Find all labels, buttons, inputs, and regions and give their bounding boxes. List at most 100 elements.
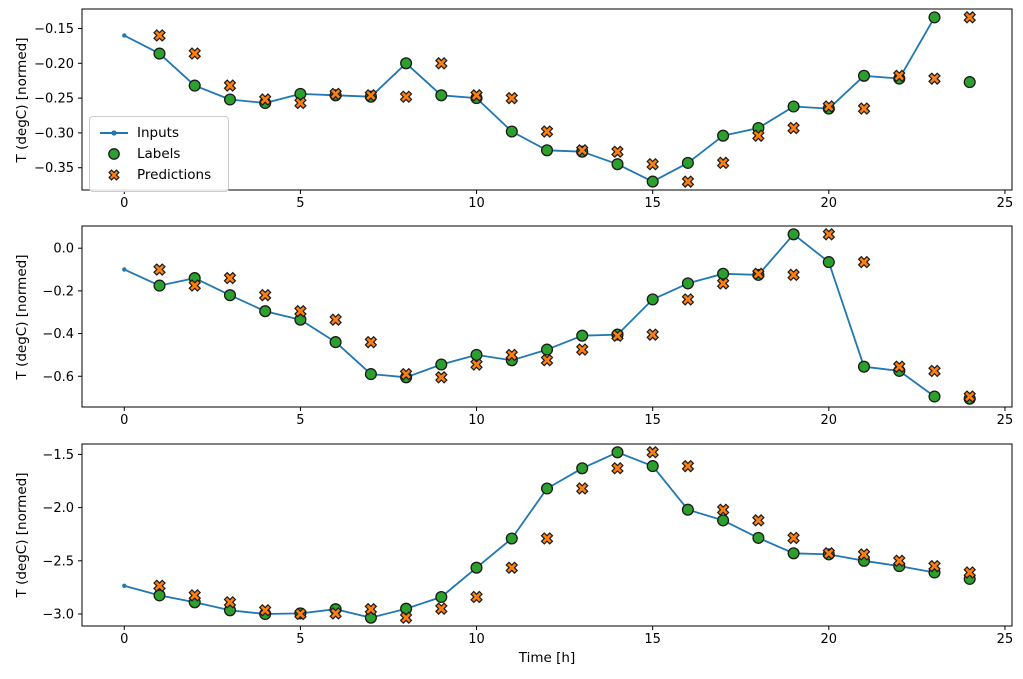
prediction-marker (575, 343, 589, 356)
prediction-marker (258, 93, 272, 106)
prediction-marker (540, 125, 554, 138)
x-tick-label: 0 (120, 413, 128, 428)
axes-frame (81, 8, 1013, 191)
prediction-marker (540, 532, 554, 545)
y-tick-label: −1.5 (42, 448, 74, 463)
prediction-marker (716, 503, 730, 517)
prediction-marker (575, 144, 589, 157)
axes-frame (81, 225, 1013, 408)
x-axis-label: Time [h] (518, 650, 576, 666)
label-marker (435, 358, 448, 371)
label-marker (400, 57, 413, 70)
prediction-marker (928, 559, 941, 573)
label-marker (928, 11, 941, 24)
x-tick-label: 25 (997, 196, 1014, 211)
inputs-point (122, 267, 127, 272)
prediction-marker (470, 358, 483, 371)
prediction-marker (364, 602, 378, 616)
label-marker (505, 125, 518, 138)
label-marker (611, 446, 624, 459)
label-marker (223, 289, 237, 302)
label-marker (717, 514, 730, 527)
prediction-marker (857, 548, 871, 561)
prediction-marker (646, 328, 659, 341)
prediction-marker (435, 371, 448, 384)
label-marker (153, 47, 166, 60)
label-marker (681, 503, 694, 516)
prediction-marker (188, 279, 202, 292)
x-tick-label: 0 (120, 196, 128, 211)
inputs-line (123, 233, 936, 398)
prediction-marker (223, 271, 237, 285)
prediction-marker (787, 121, 800, 135)
subplot-2: 0 5 10 15 20 25 0.0 −0.2 −0.4 −0.6 (42, 225, 1013, 428)
prediction-marker (575, 482, 589, 495)
label-marker (435, 89, 448, 102)
prediction-marker (892, 69, 906, 83)
y-axis-label-3: T (degC) [normed] (14, 472, 30, 598)
x-tick-label: 15 (644, 413, 661, 428)
y-tick-label: −0.4 (42, 327, 74, 342)
prediction-marker (188, 47, 202, 60)
subplot-1: 0 5 10 15 20 25 −0.15 −0.20 −0.25 −0.30 −0.35 (34, 8, 1014, 211)
label-marker (681, 277, 694, 290)
y-tick-label: −2.5 (42, 554, 74, 569)
prediction-marker (364, 335, 378, 349)
label-marker (576, 462, 589, 475)
label-marker (857, 69, 871, 82)
prediction-marker (505, 561, 519, 575)
prediction-marker (611, 329, 624, 343)
x-tick-label: 15 (644, 196, 661, 211)
inputs-line-icon (98, 127, 130, 139)
legend-item-labels: Labels (98, 143, 220, 164)
prediction-marker (153, 263, 166, 276)
subplot-3: 0 5 10 15 20 25 −1.5 −2.0 −2.5 −3.0 (42, 443, 1013, 647)
label-marker (540, 482, 554, 495)
label-marker (717, 267, 730, 280)
y-tick-label: −2.0 (42, 501, 74, 516)
predictions-marker-icon (98, 168, 130, 182)
label-marker (857, 360, 871, 373)
legend-item-predictions: Predictions (98, 164, 220, 185)
prediction-marker (505, 348, 519, 362)
prediction-marker (822, 228, 836, 241)
prediction-marker (928, 72, 941, 85)
prediction-marker (716, 156, 730, 170)
x-tick-label: 5 (296, 413, 304, 428)
label-marker (223, 93, 237, 106)
x-tick-label: 20 (821, 196, 838, 211)
prediction-marker (752, 514, 765, 527)
prediction-marker (399, 367, 413, 381)
prediction-marker (329, 313, 342, 327)
label-marker (646, 175, 659, 188)
label-marker (153, 279, 166, 292)
prediction-marker (928, 364, 941, 378)
prediction-marker (681, 459, 695, 473)
label-marker (294, 87, 307, 100)
label-marker (787, 547, 800, 560)
y-tick-label: −0.6 (42, 370, 74, 385)
x-tick-label: 10 (468, 196, 485, 211)
label-marker (787, 228, 800, 241)
prediction-marker (963, 566, 977, 579)
label-marker (576, 329, 589, 342)
inputs-point (122, 33, 127, 38)
prediction-marker (399, 90, 413, 104)
prediction-marker (646, 445, 659, 459)
prediction-marker (258, 603, 272, 617)
prediction-marker (258, 288, 272, 302)
legend: Inputs Labels Predictions (89, 116, 229, 192)
inputs-point (122, 583, 127, 588)
prediction-marker (153, 29, 166, 42)
x-tick-label: 5 (296, 196, 304, 211)
label-marker (646, 460, 659, 473)
x-tick-label: 10 (468, 413, 485, 428)
label-marker (188, 79, 201, 92)
prediction-marker (681, 293, 695, 306)
prediction-marker (752, 129, 765, 143)
prediction-marker (188, 589, 202, 602)
prediction-marker (294, 96, 307, 110)
label-marker (470, 561, 483, 574)
prediction-marker (822, 100, 836, 113)
